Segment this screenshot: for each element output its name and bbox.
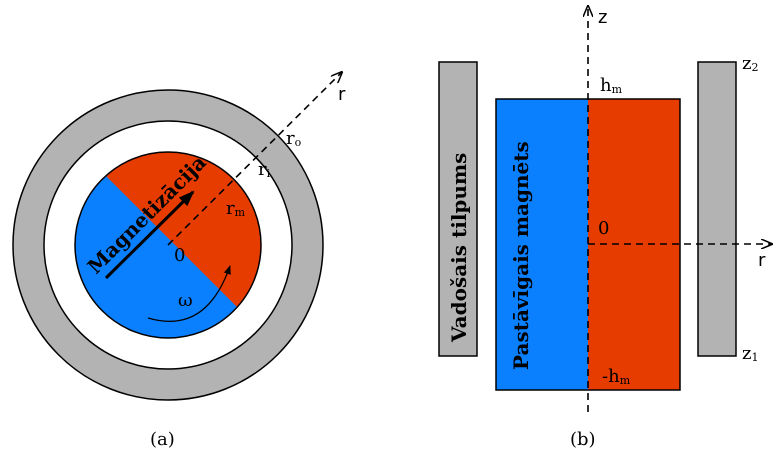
panel-a: Magnetizācija 0 ω r ro ri rm (a)	[12, 72, 346, 450]
omega-label: ω	[178, 290, 193, 311]
z1-label: z1	[742, 343, 758, 364]
axis-r-label-b: r	[758, 250, 766, 271]
r-m-label: rm	[226, 198, 246, 219]
magnet-outline	[74, 151, 262, 339]
r-i-label: ri	[258, 159, 271, 180]
caption-a: (a)	[150, 429, 175, 450]
magnet-south-side	[496, 99, 588, 390]
conducting-volume-left	[438, 61, 478, 357]
neg-h-m-label: -hm	[602, 366, 631, 387]
magnetization-arrow	[104, 190, 195, 280]
conducting-volume-right	[697, 61, 737, 357]
permanent-magnet-label: Pastāvīgais magnēts	[509, 141, 533, 370]
axis-z-label: z	[598, 7, 607, 28]
radial-axis	[167, 72, 342, 246]
rotation-arrow	[147, 265, 231, 322]
origin-label-b: 0	[598, 218, 609, 239]
panel-b: z r 0 hm -hm z2 z1 Vadošais tilpums Past…	[438, 6, 772, 450]
conducting-volume-label: Vadošais tilpums	[447, 153, 471, 343]
z2-label: z2	[742, 53, 758, 74]
origin-label-a: 0	[174, 245, 185, 266]
r-o-label: ro	[286, 128, 302, 149]
h-m-label: hm	[600, 75, 623, 96]
axis-r-label-a: r	[338, 84, 346, 105]
caption-b: (b)	[570, 429, 596, 450]
